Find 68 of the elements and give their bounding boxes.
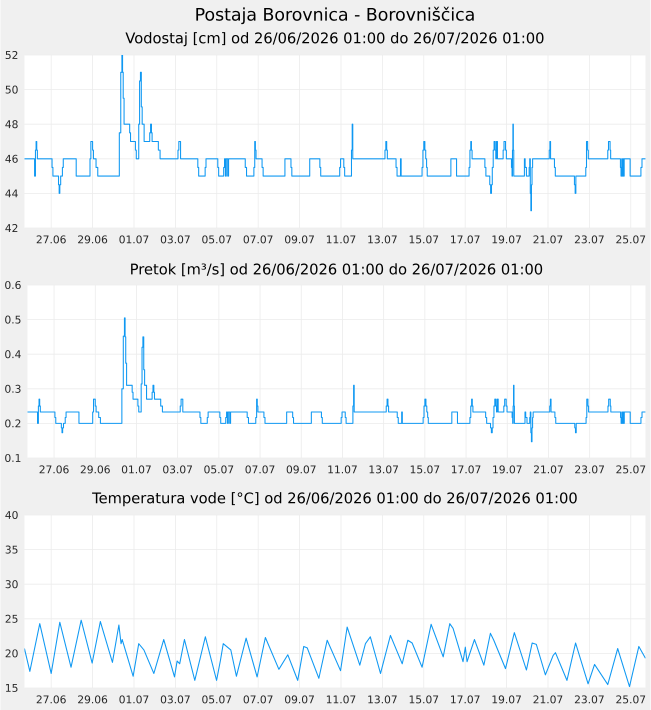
y-tick-label: 48: [6, 120, 18, 128]
x-tick-label: 23.07: [575, 465, 604, 474]
y-tick-label: 20: [6, 649, 18, 658]
x-tick-label: 07.07: [246, 465, 275, 474]
x-tick-label: 25.07: [616, 465, 646, 474]
x-tick-label: 21.07: [534, 695, 563, 704]
x-tick-label: 15.07: [410, 465, 440, 474]
x-tick-label: 29.06: [78, 235, 108, 244]
x-tick-label: 15.07: [410, 235, 438, 244]
y-tick-label: 0.6: [5, 280, 21, 290]
y-tick-label: 52: [6, 50, 18, 60]
y-tick-label: 40: [6, 510, 18, 520]
y-tick-label: 30: [6, 580, 18, 588]
y-tick-label: 25: [6, 614, 18, 623]
x-tick-label: 11.07: [328, 465, 358, 474]
chart-title: Temperatura vode [°C] od 26/06/2026 01:00 do 26/07/2026 01:00: [92, 492, 577, 506]
x-tick-label: 15.07: [410, 695, 438, 704]
x-tick-label: 25.07: [616, 695, 646, 704]
y-tick-label: 0.3: [5, 384, 21, 393]
x-tick-label: 27.06: [40, 465, 69, 474]
x-tick-label: 21.07: [534, 235, 563, 244]
y-tick-label: 46: [6, 154, 18, 163]
x-tick-label: 27.06: [36, 235, 66, 244]
x-tick-label: 27.06: [36, 695, 66, 704]
y-tick-label: 0.4: [5, 350, 22, 358]
x-tick-label: 23.07: [575, 695, 604, 704]
x-tick-label: 03.07: [161, 235, 190, 244]
y-tick-label: 35: [6, 546, 18, 554]
y-tick-label: 42: [6, 224, 18, 232]
x-tick-label: 07.07: [244, 695, 273, 704]
x-tick-label: 11.07: [327, 695, 356, 704]
x-tick-label: 05.07: [202, 695, 232, 704]
x-tick-label: 19.07: [492, 695, 522, 704]
x-tick-label: 01.07: [120, 695, 149, 704]
x-tick-label: 05.07: [204, 465, 234, 474]
x-tick-label: 13.07: [368, 695, 397, 704]
x-tick-label: 07.07: [244, 235, 273, 244]
x-tick-label: 09.07: [286, 465, 316, 474]
x-tick-label: 13.07: [370, 465, 398, 474]
x-tick-label: 17.07: [451, 695, 480, 704]
x-tick-label: 13.07: [368, 235, 397, 244]
y-tick-label: 0.2: [5, 419, 21, 428]
x-tick-label: 01.07: [122, 465, 152, 474]
x-tick-label: 19.07: [492, 235, 522, 244]
chart-title: Pretok [m³/s] od 26/06/2026 01:00 do 26/07/2026 01:00: [131, 263, 542, 276]
y-tick-label: 15: [6, 684, 18, 692]
line-series: [24, 620, 646, 688]
y-tick-label: 44: [6, 190, 18, 198]
x-tick-label: 29.06: [78, 695, 108, 704]
y-tick-label: 50: [6, 86, 18, 94]
x-tick-label: 09.07: [285, 695, 314, 704]
x-tick-label: 05.07: [202, 235, 232, 244]
x-tick-label: 29.06: [80, 465, 110, 474]
x-tick-label: 25.07: [616, 235, 646, 244]
x-tick-label: 01.07: [120, 235, 149, 244]
chart-subtitle: Vodostaj [cm] od 26/06/2026 01:00 do 26/07/2026 01:00: [126, 32, 544, 46]
x-tick-label: 03.07: [161, 695, 190, 704]
x-tick-label: 23.07: [575, 235, 604, 244]
x-tick-label: 09.07: [285, 235, 314, 244]
y-tick-label: 0.5: [5, 316, 21, 324]
y-tick-label: 0.1: [5, 454, 21, 462]
x-tick-label: 21.07: [534, 465, 564, 474]
chart-title: Postaja Borovnica - Borovniščica: [196, 6, 474, 24]
x-tick-label: 17.07: [452, 465, 481, 474]
x-tick-label: 11.07: [327, 235, 356, 244]
x-tick-label: 03.07: [163, 465, 192, 474]
x-tick-label: 17.07: [451, 235, 480, 244]
x-tick-label: 19.07: [493, 465, 522, 474]
